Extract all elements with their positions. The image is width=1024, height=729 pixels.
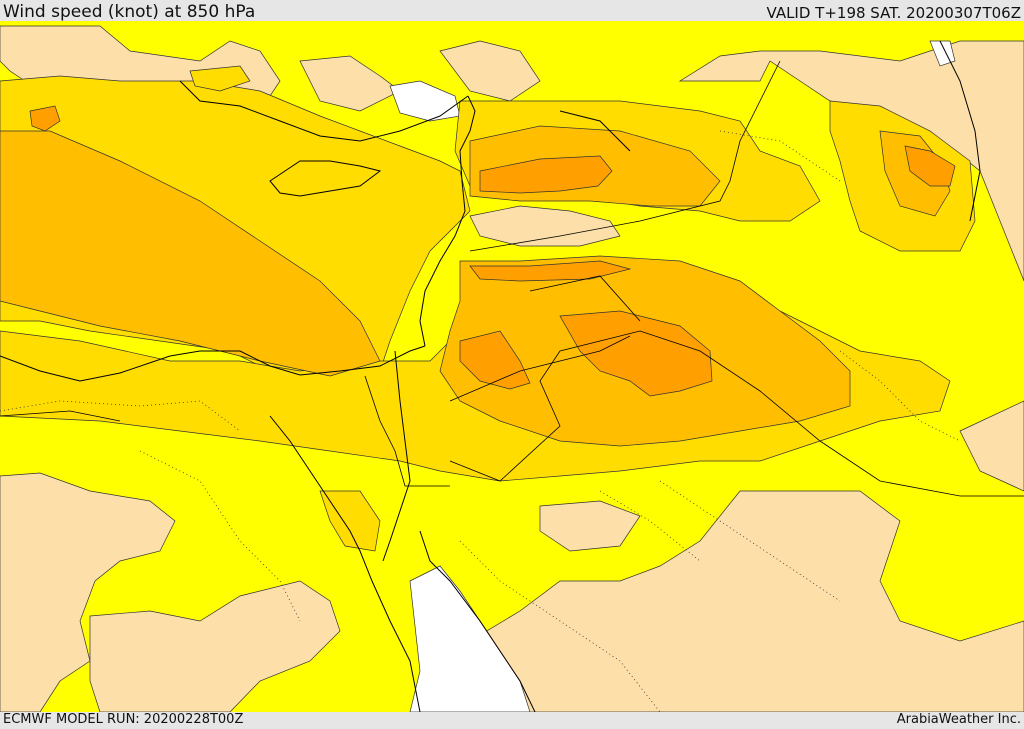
valid-time-label: VALID T+198 SAT. 20200307T06Z (766, 4, 1021, 22)
coastlines (0, 40, 981, 712)
credit-label: ArabiaWeather Inc. (896, 712, 1021, 727)
model-run-label: ECMWF MODEL RUN: 20200228T00Z (3, 712, 244, 727)
footer-bar: ECMWF MODEL RUN: 20200228T00Z ArabiaWeat… (0, 712, 1024, 729)
political-borders (0, 60, 1024, 497)
internal-boundaries (0, 130, 961, 712)
wind-speed-map[interactable] (0, 21, 1024, 712)
map-title: Wind speed (knot) at 850 hPa (3, 2, 256, 22)
header-bar: Wind speed (knot) at 850 hPa VALID T+198… (0, 0, 1024, 22)
